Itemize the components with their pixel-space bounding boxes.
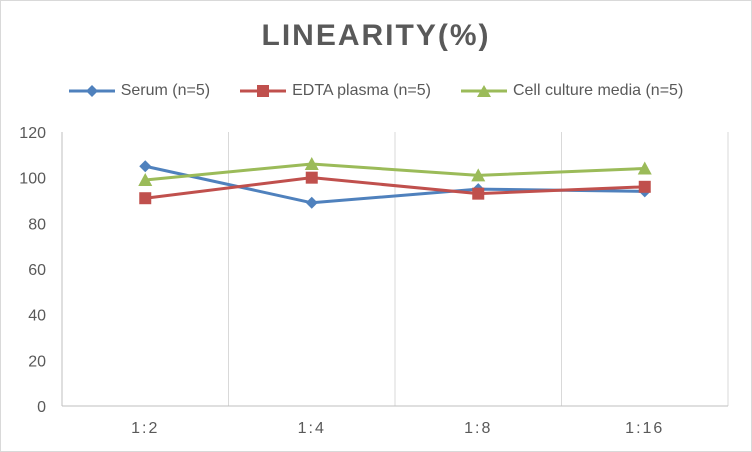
data-point xyxy=(138,172,153,186)
data-point xyxy=(304,156,319,170)
data-point xyxy=(139,160,152,173)
y-tick-label: 100 xyxy=(19,171,46,188)
legend-item-cell-culture-media: Cell culture media (n=5) xyxy=(460,79,684,103)
y-tick-label: 20 xyxy=(28,353,46,370)
data-point xyxy=(637,161,652,175)
chart-legend: Serum (n=5) EDTA plasma (n=5) Cell cultu… xyxy=(1,79,751,103)
legend-item-edta-plasma: EDTA plasma (n=5) xyxy=(240,79,431,103)
data-point xyxy=(638,180,651,193)
series-line-2 xyxy=(145,162,645,182)
y-tick-label: 0 xyxy=(37,399,46,416)
x-tick-label: 1:16 xyxy=(625,420,664,437)
y-tick-label: 60 xyxy=(28,262,46,279)
x-tick-label: 1:4 xyxy=(298,420,326,437)
legend-label-edta-plasma: EDTA plasma (n=5) xyxy=(292,82,431,99)
legend-marker-edta-plasma xyxy=(240,85,287,97)
legend-marker-cell-culture-media xyxy=(460,85,507,97)
y-tick-label: 120 xyxy=(19,125,46,142)
legend-label-cell-culture-media: Cell culture media (n=5) xyxy=(512,82,684,99)
data-point xyxy=(471,168,486,182)
legend-label-serum: Serum (n=5) xyxy=(120,82,211,99)
data-point xyxy=(472,187,485,200)
legend-item-serum: Serum (n=5) xyxy=(68,79,211,103)
y-tick-label: 80 xyxy=(28,216,46,233)
x-tick-label: 1:8 xyxy=(464,420,492,437)
x-tick-label: 1:2 xyxy=(131,420,159,437)
data-point xyxy=(305,196,318,209)
data-point xyxy=(139,192,152,205)
y-tick-label: 40 xyxy=(28,308,46,325)
chart-title: LINEARITY(%) xyxy=(261,19,491,52)
series-line-1 xyxy=(145,176,645,200)
legend-marker-serum xyxy=(68,85,115,97)
data-point xyxy=(305,171,318,184)
